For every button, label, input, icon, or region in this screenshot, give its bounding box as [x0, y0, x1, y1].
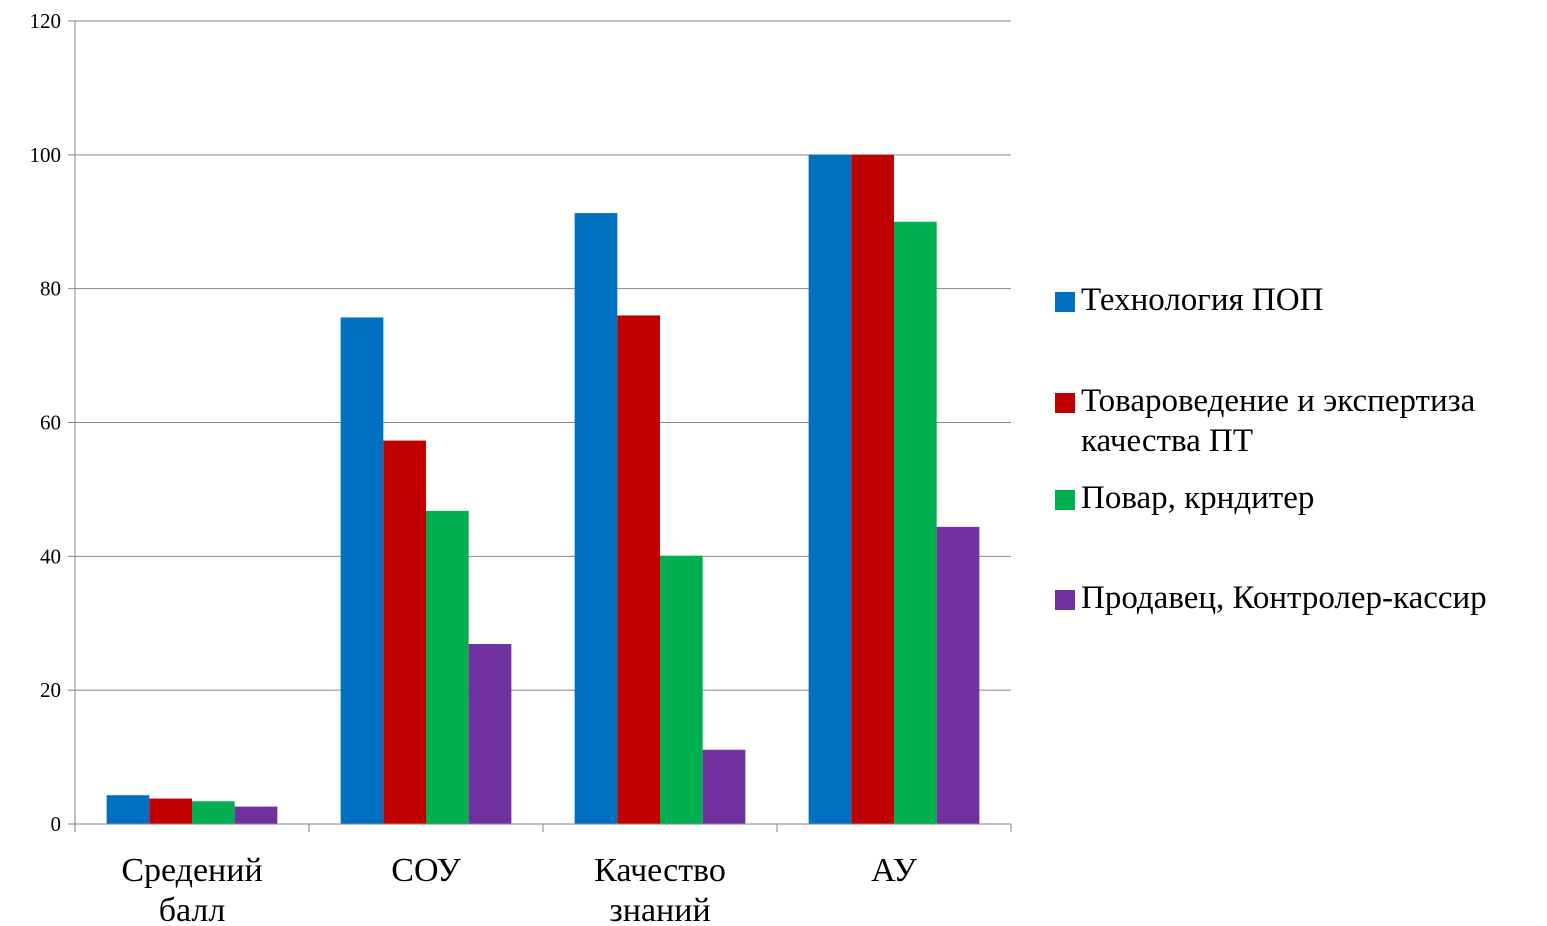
x-tick-labels: Средений балл СОУ Качество знаний АУ	[121, 852, 917, 926]
legend-swatch	[1055, 292, 1075, 312]
legend-item-cook: Повар, крндитер	[1055, 478, 1541, 518]
bars	[106, 154, 980, 825]
x-tick-label: АУ	[871, 852, 918, 889]
bar	[468, 643, 512, 824]
bar	[894, 221, 937, 824]
bar	[192, 801, 235, 824]
axes	[68, 20, 1012, 832]
legend-swatch	[1055, 490, 1075, 510]
bar	[808, 154, 852, 825]
bar	[149, 798, 192, 824]
legend-item-seller: Продавец, Контролер-кассир	[1055, 578, 1541, 618]
legend-item-merchandising: Товароведение и экспертиза качества ПТ	[1055, 381, 1541, 461]
x-tick-label: Качество знаний	[594, 852, 726, 926]
bar	[234, 806, 278, 824]
legend-swatch	[1055, 590, 1075, 610]
bar	[574, 213, 618, 824]
y-tick-label: 0	[51, 812, 62, 836]
legend-item-technology: Технология ПОП	[1055, 280, 1541, 320]
bar	[936, 526, 980, 824]
x-tick-label-line: Средений	[121, 852, 262, 889]
bar	[426, 510, 469, 824]
x-tick-label-line: балл	[159, 892, 226, 926]
y-tick-label: 120	[30, 9, 62, 33]
bar	[106, 795, 150, 824]
legend-label: Технология ПОП	[1081, 282, 1324, 318]
legend-label: Продавец, Контролер-кассир	[1081, 580, 1487, 616]
bar	[617, 315, 660, 824]
bar	[340, 317, 384, 824]
bar	[851, 154, 894, 825]
y-tick-label: 20	[40, 678, 61, 702]
x-tick-label-line: Качество	[594, 852, 726, 889]
bar	[702, 749, 746, 824]
bar	[660, 555, 703, 824]
x-tick-label-line: знаний	[609, 892, 710, 926]
y-tick-label: 40	[40, 544, 61, 568]
x-tick-label: СОУ	[391, 852, 461, 889]
legend-swatch	[1055, 393, 1075, 413]
legend-label: Повар, крндитер	[1081, 480, 1315, 516]
y-tick-labels: 0 20 40 60 80 100 120	[30, 9, 62, 836]
x-tick-label: Средений балл	[121, 852, 262, 926]
x-tick-label-line: СОУ	[391, 852, 461, 889]
legend-label: Товароведение и экспертиза качества ПТ	[1081, 383, 1476, 459]
bar	[383, 440, 426, 824]
y-tick-label: 80	[40, 277, 61, 301]
x-tick-label-line: АУ	[871, 852, 918, 889]
y-tick-label: 100	[30, 143, 62, 167]
y-tick-label: 60	[40, 411, 61, 435]
